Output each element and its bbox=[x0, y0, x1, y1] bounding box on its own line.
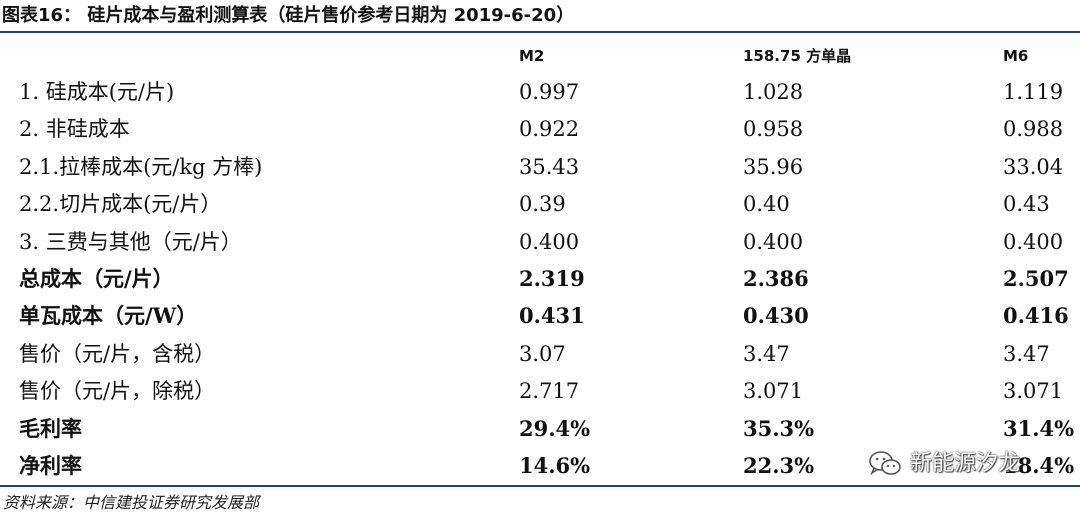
row-label: 2. 非硅成本 bbox=[19, 117, 130, 142]
row-value: 3.47 bbox=[1003, 341, 1050, 366]
header-cell-m6: M6 bbox=[1003, 47, 1029, 65]
row-label: 2.2.切片成本(元/片） bbox=[19, 192, 222, 217]
table-row: 售价（元/片，除税） 2.717 3.071 3.071 bbox=[0, 373, 1080, 410]
row-value: 0.430 bbox=[743, 303, 809, 329]
row-value: 1.028 bbox=[743, 80, 804, 104]
row-value: 0.431 bbox=[519, 303, 585, 329]
row-value: 0.988 bbox=[1003, 117, 1064, 142]
row-value: 18.4% bbox=[1003, 452, 1075, 478]
table-row: 毛利率 29.4% 35.3% 31.4% bbox=[0, 411, 1080, 448]
row-label: 净利率 bbox=[19, 452, 82, 478]
row-value: 2.717 bbox=[519, 379, 580, 404]
header-cell-m2: M2 bbox=[519, 47, 545, 65]
row-value: 29.4% bbox=[519, 415, 591, 441]
row-label: 1. 硅成本(元/片) bbox=[19, 80, 175, 104]
row-value: 3.071 bbox=[1003, 379, 1064, 404]
table-row: 3. 三费与其他（元/片） 0.400 0.400 0.400 bbox=[0, 224, 1080, 261]
row-value: 3.07 bbox=[519, 341, 566, 366]
cost-table: M2 158.75 方单晶 M6 1. 硅成本(元/片) 0.997 1.028 1.… bbox=[0, 40, 1080, 485]
row-label: 售价（元/片，含税） bbox=[19, 341, 216, 366]
wechat-icon bbox=[869, 451, 901, 476]
row-value: 0.922 bbox=[519, 117, 580, 142]
row-value: 2.507 bbox=[1003, 265, 1069, 291]
table-row: 2. 非硅成本 0.922 0.958 0.988 bbox=[0, 111, 1080, 148]
row-value: 0.997 bbox=[519, 80, 580, 104]
table-row: 1. 硅成本(元/片) 0.997 1.028 1.119 bbox=[0, 74, 1080, 111]
table-row: 2.2.切片成本(元/片） 0.39 0.40 0.43 bbox=[0, 186, 1080, 223]
row-value: 0.400 bbox=[743, 229, 804, 254]
watermark: 新能源汐龙 bbox=[868, 449, 1020, 479]
row-value: 3.47 bbox=[743, 341, 790, 366]
row-value: 35.96 bbox=[743, 154, 804, 179]
table-row: 净利率 14.6% 22.3% 18.4% bbox=[0, 448, 1080, 485]
table-row: 2.1.拉棒成本(元/kg 方棒) 35.43 35.96 33.04 bbox=[0, 149, 1080, 186]
row-value: 0.39 bbox=[519, 192, 566, 217]
row-value: 3.071 bbox=[743, 379, 804, 404]
row-value: 0.40 bbox=[743, 192, 790, 217]
top-rule bbox=[0, 31, 1080, 33]
row-value: 2.319 bbox=[519, 265, 585, 291]
row-label: 售价（元/片，除税） bbox=[19, 379, 216, 404]
row-value: 2.386 bbox=[743, 265, 809, 291]
header-cell-158: 158.75 方单晶 bbox=[743, 47, 852, 65]
table-row: 总成本（元/片） 2.319 2.386 2.507 bbox=[0, 261, 1080, 298]
row-value: 0.400 bbox=[1003, 229, 1064, 254]
source-note: 资料来源：中信建投证券研究发展部 bbox=[3, 493, 260, 512]
table-body: 1. 硅成本(元/片) 0.997 1.028 1.119 2. 非硅成本 0.922 0.… bbox=[0, 74, 1080, 485]
row-value: 33.04 bbox=[1003, 154, 1064, 179]
row-value: 35.43 bbox=[519, 154, 580, 179]
bottom-rule bbox=[0, 485, 1080, 487]
row-label: 单瓦成本（元/W） bbox=[19, 303, 198, 329]
table-title: 图表16： 硅片成本与盈利测算表（硅片售价参考日期为 2019-6-20） bbox=[2, 5, 575, 26]
row-label: 2.1.拉棒成本(元/kg 方棒) bbox=[19, 154, 263, 179]
watermark-text: 新能源汐龙 bbox=[910, 451, 1021, 476]
row-label: 毛利率 bbox=[19, 415, 82, 441]
row-value: 31.4% bbox=[1003, 415, 1075, 441]
row-value: 0.400 bbox=[519, 229, 580, 254]
row-value: 14.6% bbox=[519, 452, 591, 478]
row-value: 0.958 bbox=[743, 117, 804, 142]
row-value: 0.416 bbox=[1003, 303, 1069, 329]
row-value: 0.43 bbox=[1003, 192, 1050, 217]
row-label: 总成本（元/片） bbox=[19, 265, 174, 291]
row-value: 35.3% bbox=[743, 415, 815, 441]
table-header-row: M2 158.75 方单晶 M6 bbox=[0, 40, 1080, 74]
row-value: 22.3% bbox=[743, 452, 815, 478]
row-label: 3. 三费与其他（元/片） bbox=[19, 229, 242, 254]
row-value: 1.119 bbox=[1003, 80, 1064, 104]
table-row: 售价（元/片，含税） 3.07 3.47 3.47 bbox=[0, 336, 1080, 373]
table-row: 单瓦成本（元/W） 0.431 0.430 0.416 bbox=[0, 298, 1080, 335]
